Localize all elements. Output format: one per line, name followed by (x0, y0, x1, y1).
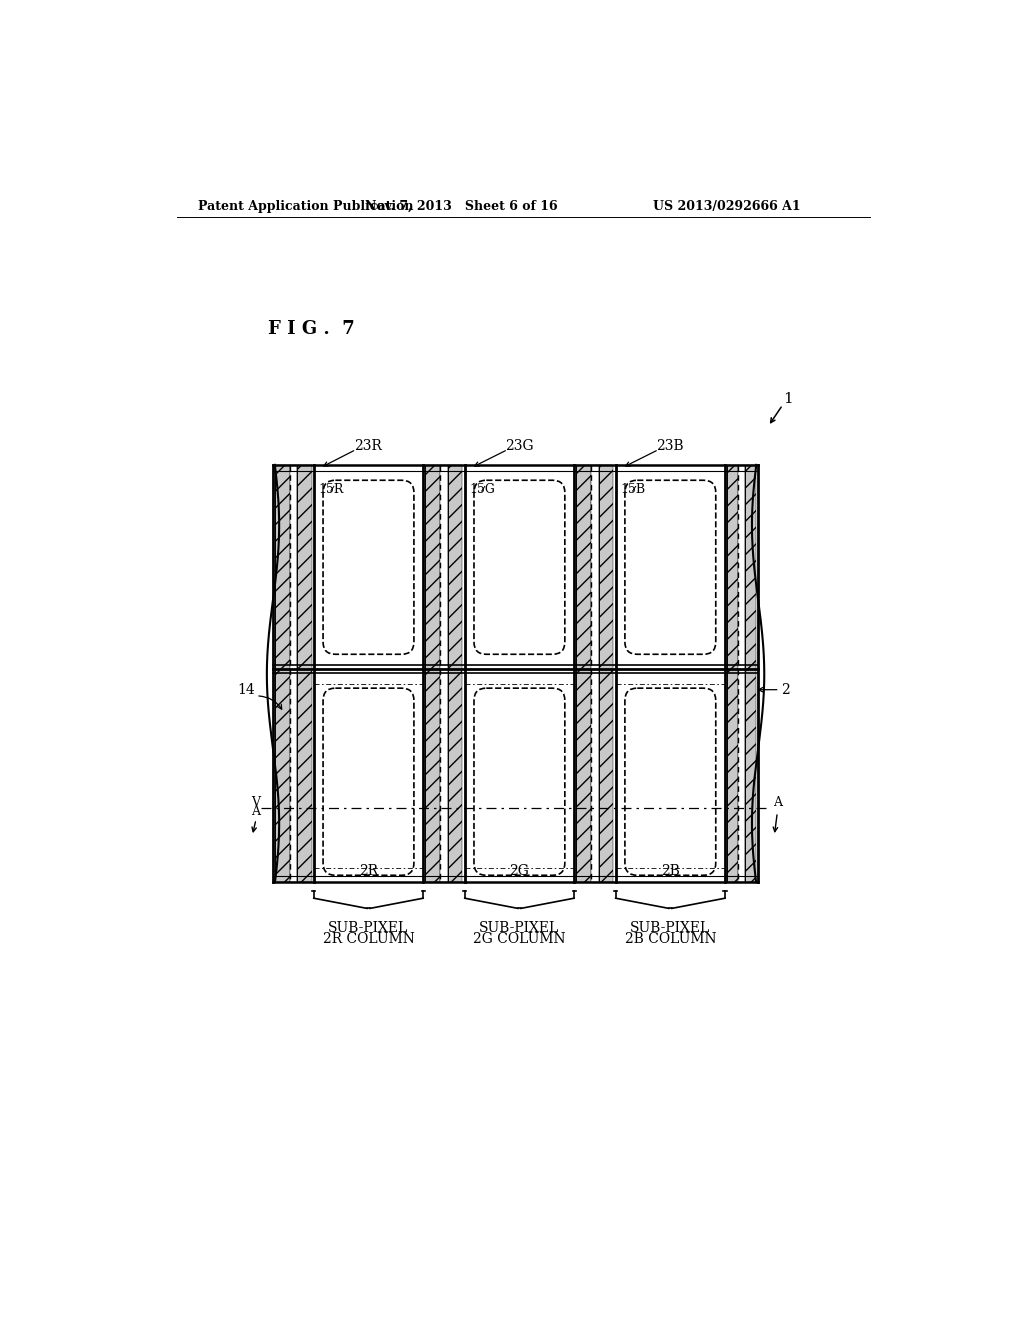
Text: 14: 14 (238, 682, 255, 697)
Bar (425, 465, 440, 882)
Bar (615, 465, 725, 882)
Text: 15G: 15G (469, 483, 496, 496)
Text: A: A (251, 805, 260, 818)
Bar (290, 465, 297, 882)
Text: SUB-PIXEL: SUB-PIXEL (630, 921, 711, 935)
Text: 23R: 23R (353, 440, 382, 453)
Text: SUB-PIXEL: SUB-PIXEL (479, 921, 559, 935)
Text: 1: 1 (783, 392, 794, 405)
Bar (574, 465, 615, 882)
Text: 23G: 23G (505, 440, 534, 453)
Bar (275, 465, 290, 882)
Bar (447, 465, 463, 882)
Text: 23B: 23B (656, 440, 684, 453)
Bar (297, 465, 311, 882)
Bar (737, 465, 745, 882)
Bar (313, 465, 423, 882)
Bar (465, 465, 574, 882)
Text: 2B COLUMN: 2B COLUMN (625, 932, 716, 946)
Bar (599, 465, 613, 882)
Bar (423, 465, 465, 882)
Text: 15R: 15R (318, 483, 344, 496)
Text: 2B: 2B (660, 865, 680, 878)
Bar (725, 465, 758, 882)
Text: 2G COLUMN: 2G COLUMN (473, 932, 565, 946)
Bar (273, 465, 313, 882)
Text: 2: 2 (781, 682, 790, 697)
Bar (591, 465, 599, 882)
Bar (440, 465, 447, 882)
Text: 2G: 2G (510, 865, 529, 878)
Text: F I G .  7: F I G . 7 (267, 321, 354, 338)
Text: A: A (773, 796, 782, 809)
Text: 15B: 15B (621, 483, 645, 496)
Text: 2R COLUMN: 2R COLUMN (323, 932, 415, 946)
Text: US 2013/0292666 A1: US 2013/0292666 A1 (653, 199, 801, 213)
Text: V: V (251, 796, 260, 809)
Bar (745, 465, 756, 882)
Text: 2R: 2R (359, 865, 378, 878)
Text: Nov. 7, 2013   Sheet 6 of 16: Nov. 7, 2013 Sheet 6 of 16 (366, 199, 558, 213)
Bar (727, 465, 737, 882)
Text: Patent Application Publication: Patent Application Publication (199, 199, 414, 213)
Text: SUB-PIXEL: SUB-PIXEL (329, 921, 409, 935)
Bar (577, 465, 591, 882)
